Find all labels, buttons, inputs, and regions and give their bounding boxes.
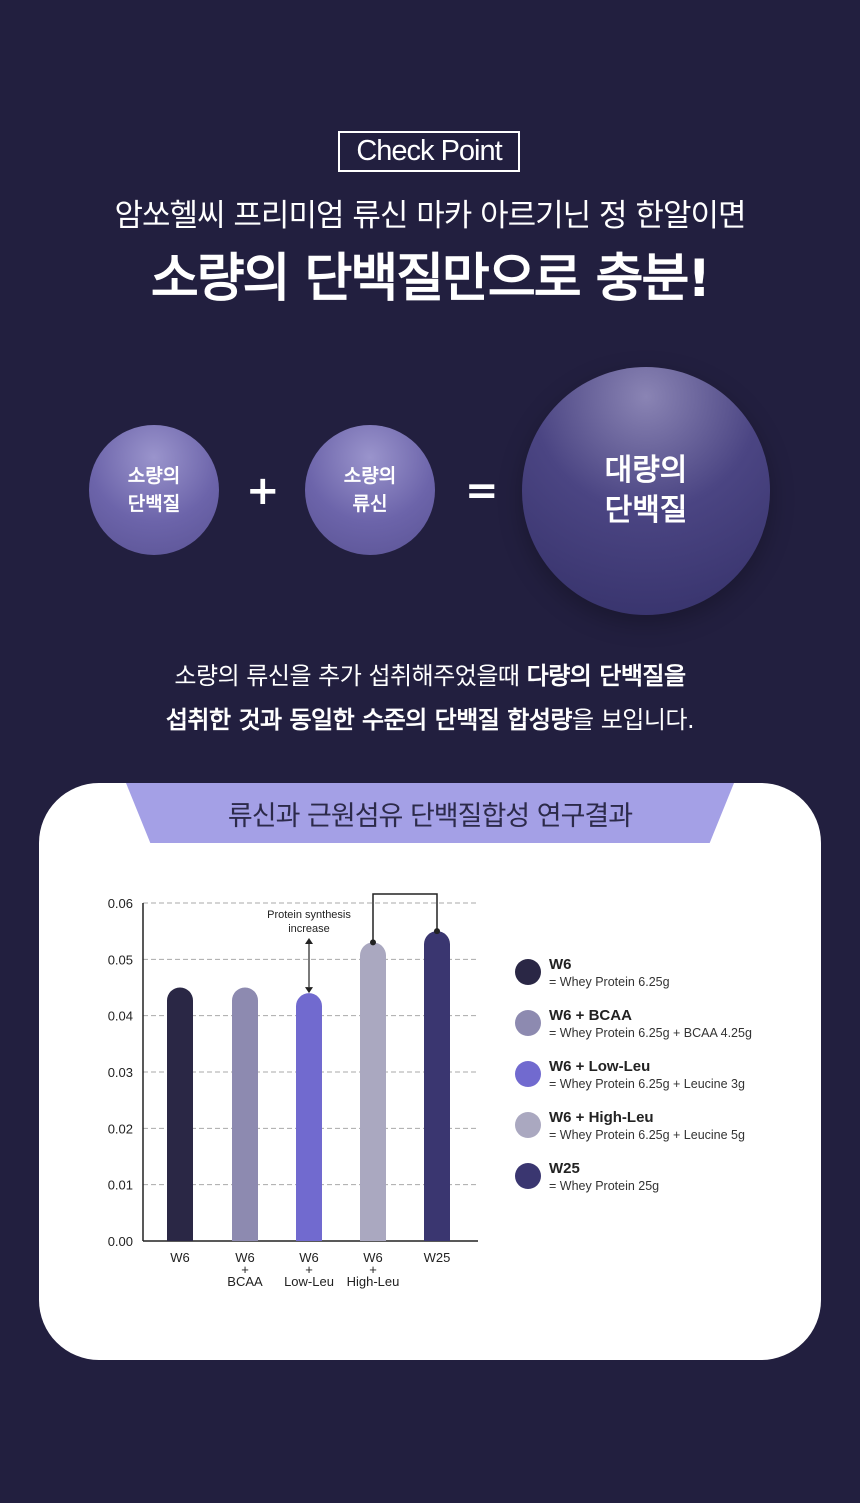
bar xyxy=(360,942,386,1241)
y-tick-label: 0.02 xyxy=(108,1121,133,1136)
bracket-dot xyxy=(370,939,376,946)
x-tick-label: + xyxy=(305,1262,313,1277)
small-protein-circle: 소량의 단백질 xyxy=(89,425,219,555)
y-tick-label: 0.00 xyxy=(108,1234,133,1249)
legend-description: = Whey Protein 6.25g + Leucine 5g xyxy=(549,1128,745,1142)
arrow-head xyxy=(305,938,313,944)
legend-name: W6 xyxy=(549,956,572,973)
annotation-label: increase xyxy=(288,923,330,935)
legend-name: W6 + High-Leu xyxy=(549,1109,654,1126)
check-point-badge: Check Point xyxy=(338,131,520,172)
x-tick-label: W6 xyxy=(299,1250,319,1265)
legend-swatch xyxy=(515,1112,541,1138)
x-tick-label: High-Leu xyxy=(347,1274,400,1289)
x-tick-label: W6 xyxy=(170,1250,190,1265)
large-protein-circle: 대량의 단백질 xyxy=(522,367,770,615)
bar xyxy=(232,987,258,1241)
legend-swatch xyxy=(515,959,541,985)
description-text: 소량의 류신을 추가 섭취해주었을때 xyxy=(174,662,527,690)
x-tick-label: BCAA xyxy=(227,1274,263,1289)
legend-swatch xyxy=(515,1010,541,1036)
headline-title: 소량의 단백질만으로 충분! xyxy=(150,249,711,309)
x-tick-label: Low-Leu xyxy=(284,1274,334,1289)
description-line-1: 소량의 류신을 추가 섭취해주었을때 다량의 단백질을 xyxy=(0,656,860,691)
small-leucine-circle: 소량의 류신 xyxy=(305,425,435,555)
legend-swatch xyxy=(515,1061,541,1087)
research-card-title: 류신과 근원섬유 단백질합성 연구결과 xyxy=(126,783,734,843)
description-line-2: 섭취한 것과 동일한 수준의 단백질 합성량을 보입니다. xyxy=(0,700,860,735)
legend-name: W25 xyxy=(549,1160,580,1177)
x-tick-label: W25 xyxy=(424,1250,451,1265)
equals-sign: = xyxy=(465,468,499,514)
bar xyxy=(424,931,450,1241)
x-tick-label: + xyxy=(241,1262,249,1277)
comparison-bracket xyxy=(372,893,438,943)
x-tick-label: W6 xyxy=(235,1250,255,1265)
legend-description: = Whey Protein 6.25g xyxy=(549,975,670,989)
y-tick-label: 0.06 xyxy=(108,896,133,911)
plus-sign: + xyxy=(246,468,280,514)
y-tick-label: 0.05 xyxy=(108,952,133,967)
legend-swatch xyxy=(515,1163,541,1189)
legend-name: W6 + Low-Leu xyxy=(549,1058,650,1075)
y-tick-label: 0.04 xyxy=(108,1009,133,1024)
bar xyxy=(167,987,193,1241)
arrow-head xyxy=(305,987,313,994)
legend-description: = Whey Protein 25g xyxy=(549,1179,659,1193)
y-tick-label: 0.01 xyxy=(108,1178,133,1193)
legend-description: = Whey Protein 6.25g + BCAA 4.25g xyxy=(549,1026,752,1040)
description-highlight: 다량의 단백질을 xyxy=(526,662,686,690)
headline-subtitle: 암쏘헬씨 프리미엄 류신 마카 아르기닌 정 한알이면 xyxy=(114,198,746,234)
bracket-dot xyxy=(434,928,440,935)
legend-description: = Whey Protein 6.25g + Leucine 3g xyxy=(549,1077,745,1091)
y-tick-label: 0.03 xyxy=(108,1065,133,1080)
bar xyxy=(296,993,322,1241)
x-tick-label: W6 xyxy=(363,1250,383,1265)
annotation-label: Protein synthesis xyxy=(267,909,351,921)
legend-name: W6 + BCAA xyxy=(549,1007,632,1024)
description-text: 을 보입니다. xyxy=(571,706,695,734)
x-tick-label: + xyxy=(369,1262,377,1277)
description-highlight: 섭취한 것과 동일한 수준의 단백질 합성량 xyxy=(165,706,573,734)
